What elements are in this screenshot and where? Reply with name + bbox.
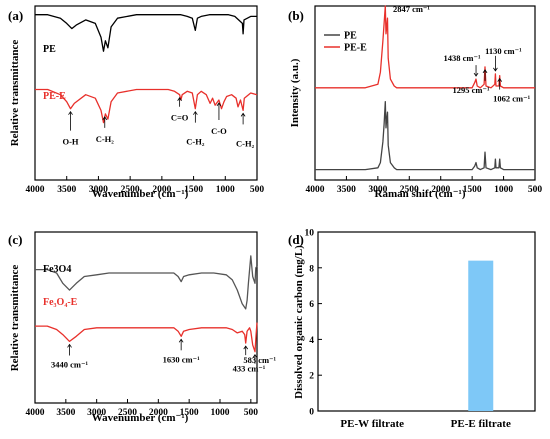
annotation-label: 3440 cm⁻¹ [51, 359, 88, 369]
annotation-arrowhead [240, 112, 246, 117]
legend-label: PE [344, 31, 357, 42]
annotation-label: C=O [171, 113, 189, 123]
x-tick-label: 500 [250, 185, 265, 195]
annotation-label: 1062 cm⁻¹ [493, 94, 530, 104]
x-tick-label: 2000 [431, 185, 450, 195]
x-tick-label: 3000 [87, 408, 106, 418]
annotation-arrowhead [473, 72, 479, 77]
annotation-arrowhead [243, 345, 249, 350]
y-axis-title: Relative transmittance [9, 265, 21, 372]
series-line-1 [35, 88, 258, 124]
annotation-arrowhead [497, 77, 503, 82]
x-tick-label: 1000 [216, 185, 235, 195]
x-tick-label: 500 [244, 408, 259, 418]
x-tick-label: 2000 [149, 408, 168, 418]
y-tick-label: 8 [309, 264, 314, 274]
panel-label: (b) [288, 8, 304, 23]
y-axis-title: Dissolved organic carbon (mg/L) [293, 245, 305, 399]
x-tick-label: 3000 [89, 185, 108, 195]
annotation-label: 433 cm⁻¹ [233, 364, 266, 374]
x-tick-label: 1000 [211, 408, 230, 418]
x-tick-label: 3500 [337, 185, 356, 195]
y-tick-label: 10 [305, 229, 315, 239]
annotation-label: 1295 cm⁻¹ [453, 85, 490, 95]
x-tick-label: 500 [528, 185, 543, 195]
series-line-0 [35, 14, 257, 52]
x-tick-label: 2500 [118, 408, 137, 418]
panel-label: (c) [8, 232, 22, 247]
x-tick-label: 2500 [400, 185, 419, 195]
x-tick-label: 3000 [368, 185, 387, 195]
annotation-label: C-H₂ [236, 138, 255, 148]
series-label: Fe₃O₄-E [43, 297, 78, 308]
panel-b: 4000 3500 3000 2500 2000 1500 1000 500 Raman shi… [288, 4, 543, 200]
annotation-arrowhead [216, 102, 222, 107]
series-line-1 [315, 5, 535, 89]
panel-label: (a) [8, 8, 23, 23]
x-tick-label: 4000 [26, 408, 45, 418]
series-label: PE-E [43, 91, 66, 102]
y-axis-title: Relative transmittance [9, 40, 21, 147]
annotation-label: 583 cm⁻¹ [243, 355, 276, 365]
plot-frame [34, 5, 258, 181]
annotation-label: 1630 cm⁻¹ [163, 354, 200, 364]
annotation-label: 1130 cm⁻¹ [485, 46, 522, 56]
x-tick-label: 2500 [121, 185, 140, 195]
series-line-0 [315, 101, 535, 171]
x-axis-title: Wavenumber (cm⁻¹) [92, 412, 189, 424]
x-tick-label: 4000 [26, 185, 45, 195]
y-tick-label: 0 [309, 408, 314, 418]
series-line-1 [35, 322, 258, 353]
plot-frame [34, 231, 258, 404]
legend-label: PE-E [344, 43, 367, 54]
x-tick-label: 3500 [57, 185, 76, 195]
x-tick-label: 1500 [463, 185, 482, 195]
panel-label: (d) [288, 232, 304, 247]
panel-c: 4000 3500 3000 2500 2000 1500 1000 500 Wavenumbe… [8, 231, 277, 424]
y-tick-label: 6 [309, 300, 314, 310]
x-axis-title: Raman shift (cm⁻¹) [375, 188, 466, 200]
x-tick-label: 1500 [184, 185, 203, 195]
x-tick-label: 1500 [180, 408, 199, 418]
plot-frame [317, 231, 536, 412]
y-tick-label: 4 [309, 336, 314, 346]
plot-frame [314, 5, 536, 181]
x-tick-label: 2000 [152, 185, 171, 195]
annotation-arrowhead [67, 343, 72, 348]
annotation-arrowhead [252, 353, 258, 358]
annotation-label: 1438 cm⁻¹ [444, 53, 481, 63]
annotation-label: 2847 cm⁻¹ [393, 4, 430, 14]
annotation-arrowhead [482, 69, 488, 74]
annotation-label: C-H₂ [186, 137, 205, 147]
x-category-label: PE-W filtrate [340, 418, 404, 430]
y-axis-title: Intensity (a.u.) [289, 58, 301, 127]
annotation-arrowhead [68, 110, 73, 115]
panel-d: 0 2 4 6 8 10 PE-W filtrate PE-E filtrate Dissolv… [288, 229, 536, 430]
series-line-0 [35, 255, 258, 310]
annotation-label: C-H₂ [96, 134, 115, 144]
panel-a: 4000 3500 3000 2500 2000 1500 1000 500 Wavenumbe… [8, 5, 265, 200]
annotation-arrowhead [178, 338, 184, 343]
annotation-arrowhead [177, 97, 182, 101]
annotation-arrowhead [493, 67, 498, 72]
x-tick-label: 4000 [306, 185, 325, 195]
x-tick-label: 3500 [56, 408, 75, 418]
bar [468, 260, 494, 411]
x-category-label: PE-E filtrate [451, 418, 511, 430]
y-tick-label: 2 [309, 372, 314, 382]
annotation-label: C-O [211, 126, 227, 136]
x-tick-label: 1000 [494, 185, 513, 195]
x-axis-title: Wavenumber (cm⁻¹) [92, 188, 189, 200]
annotation-label: O-H [62, 137, 78, 147]
annotation-arrowhead [193, 110, 198, 115]
annotation-arrowhead [102, 116, 108, 121]
series-label: PE [43, 44, 56, 55]
series-label: Fe3O4 [43, 264, 71, 275]
